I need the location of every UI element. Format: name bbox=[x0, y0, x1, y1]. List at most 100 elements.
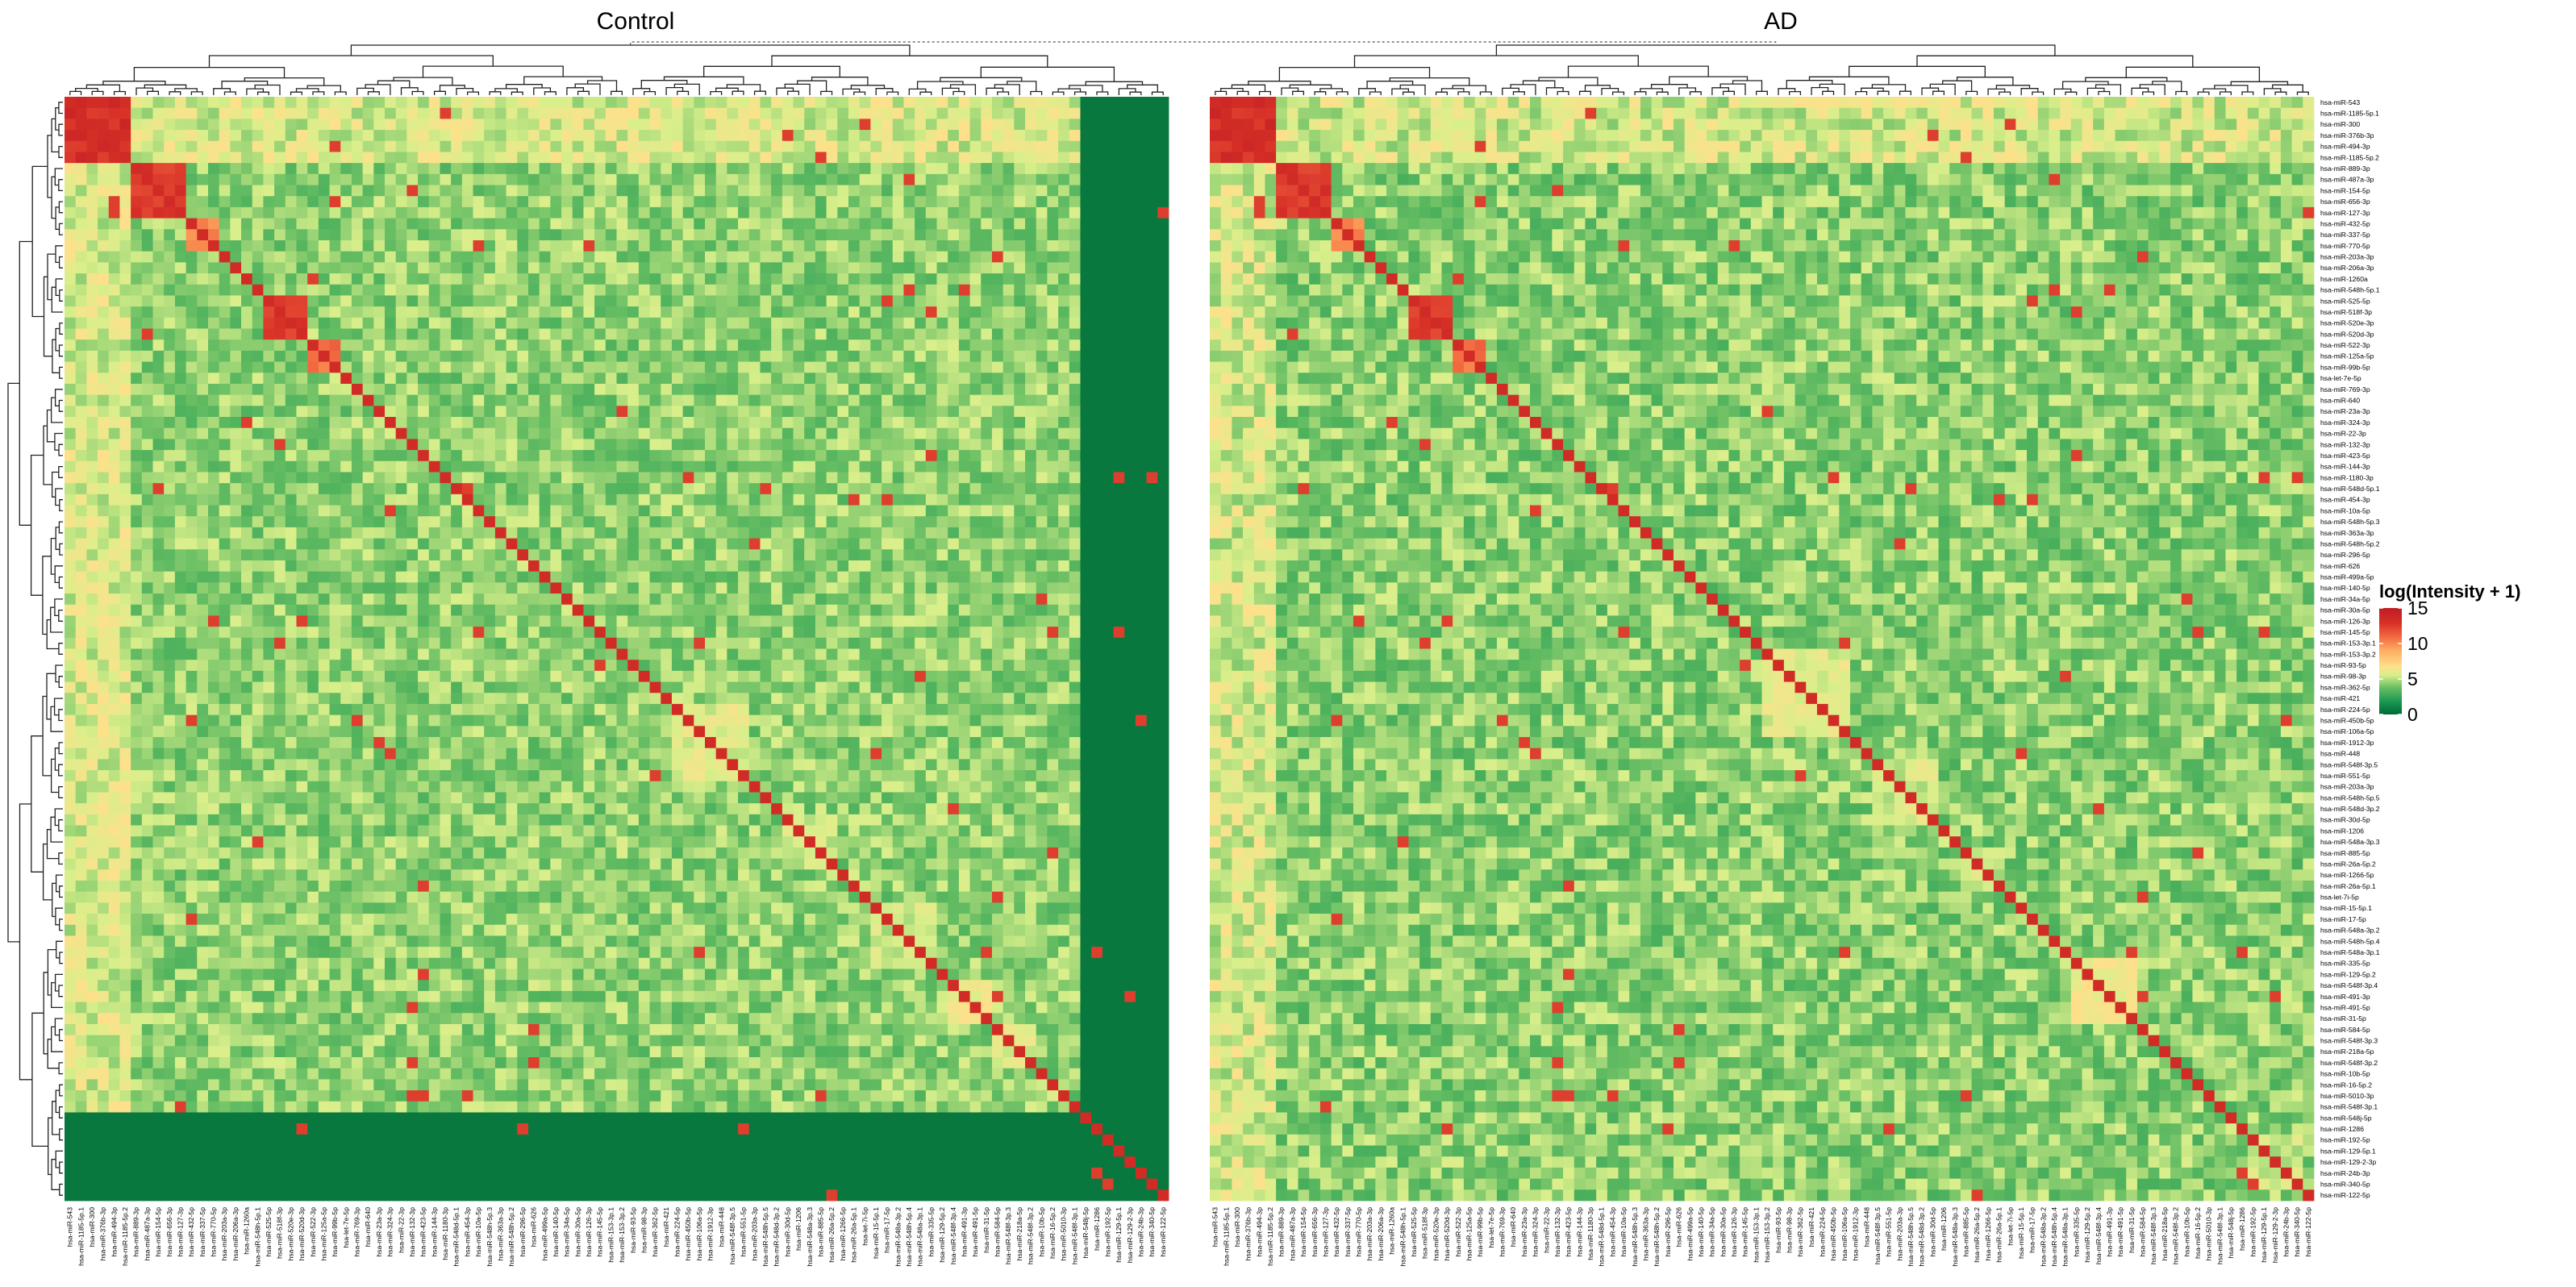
heatmap-cell bbox=[727, 185, 739, 197]
heatmap-cell bbox=[550, 549, 562, 561]
heatmap-cell bbox=[627, 406, 640, 418]
heatmap-cell bbox=[948, 494, 960, 506]
heatmap-cell bbox=[285, 406, 297, 418]
heatmap-cell bbox=[848, 152, 861, 164]
heatmap-cell bbox=[373, 295, 386, 307]
heatmap-cell bbox=[440, 427, 452, 439]
heatmap-cell bbox=[638, 196, 650, 208]
heatmap-cell bbox=[882, 130, 894, 142]
heatmap-cell bbox=[915, 406, 927, 418]
heatmap-cell bbox=[385, 218, 397, 230]
heatmap-cell bbox=[75, 119, 87, 131]
heatmap-cell bbox=[848, 173, 861, 185]
heatmap-cell bbox=[1002, 196, 1015, 208]
heatmap-cell bbox=[1080, 417, 1092, 429]
heatmap-cell bbox=[594, 295, 606, 307]
heatmap-cell bbox=[1124, 472, 1136, 484]
heatmap-cell bbox=[539, 582, 551, 594]
heatmap-cell bbox=[351, 439, 364, 451]
heatmap-cell bbox=[241, 140, 253, 152]
heatmap-cell bbox=[329, 273, 341, 285]
heatmap-cell bbox=[484, 516, 496, 528]
heatmap-cell bbox=[395, 295, 407, 307]
heatmap-cell bbox=[782, 229, 794, 241]
heatmap-cell bbox=[164, 594, 176, 606]
heatmap-cell bbox=[185, 350, 198, 362]
heatmap-cell bbox=[694, 560, 706, 573]
heatmap-cell bbox=[461, 582, 473, 594]
heatmap-cell bbox=[925, 604, 937, 616]
heatmap-cell bbox=[219, 505, 231, 517]
heatmap-cell bbox=[141, 140, 153, 152]
heatmap-cell bbox=[219, 317, 231, 329]
heatmap-cell bbox=[671, 549, 684, 561]
heatmap-cell bbox=[925, 130, 937, 142]
heatmap-cell bbox=[86, 251, 98, 263]
heatmap-cell bbox=[760, 582, 772, 594]
heatmap-cell bbox=[1146, 527, 1158, 539]
heatmap-cell bbox=[174, 516, 186, 528]
heatmap-cell bbox=[616, 262, 628, 274]
heatmap-cell bbox=[594, 119, 606, 131]
heatmap-cell bbox=[75, 251, 87, 263]
heatmap-cell bbox=[119, 361, 131, 373]
heatmap-cell bbox=[1124, 582, 1136, 594]
heatmap-cell bbox=[1113, 350, 1125, 362]
heatmap-cell bbox=[517, 284, 529, 296]
heatmap-cell bbox=[527, 317, 540, 329]
heatmap-cell bbox=[461, 262, 473, 274]
heatmap-cell bbox=[318, 460, 330, 473]
heatmap-cell bbox=[119, 394, 131, 406]
heatmap-cell bbox=[494, 229, 506, 241]
heatmap-cell bbox=[1102, 173, 1114, 185]
heatmap-cell bbox=[164, 328, 176, 340]
heatmap-cell bbox=[991, 627, 1004, 639]
heatmap-cell bbox=[197, 317, 209, 329]
heatmap-cell bbox=[318, 173, 330, 185]
heatmap-cell bbox=[108, 516, 120, 528]
heatmap-cell bbox=[185, 163, 198, 175]
heatmap-cell bbox=[230, 130, 242, 142]
heatmap-cell bbox=[782, 328, 794, 340]
heatmap-cell bbox=[682, 582, 694, 594]
heatmap-cell bbox=[848, 295, 861, 307]
heatmap-cell bbox=[527, 295, 540, 307]
heatmap-cell bbox=[837, 571, 849, 583]
heatmap-cell bbox=[1058, 450, 1070, 462]
heatmap-cell bbox=[451, 152, 463, 164]
heatmap-cell bbox=[517, 450, 529, 462]
heatmap-cell bbox=[131, 427, 143, 439]
heatmap-cell bbox=[882, 472, 894, 484]
heatmap-cell bbox=[385, 450, 397, 462]
heatmap-cell bbox=[661, 97, 673, 109]
heatmap-cell bbox=[307, 361, 319, 373]
heatmap-cell bbox=[484, 295, 496, 307]
heatmap-cell bbox=[461, 206, 473, 219]
heatmap-cell bbox=[826, 262, 838, 274]
heatmap-cell bbox=[152, 273, 165, 285]
heatmap-cell bbox=[395, 538, 407, 550]
heatmap-cell bbox=[903, 627, 915, 639]
heatmap-cell bbox=[627, 295, 640, 307]
heatmap-cell bbox=[793, 97, 805, 109]
heatmap-cell bbox=[1025, 206, 1037, 219]
heatmap-cell bbox=[682, 140, 694, 152]
heatmap-cell bbox=[241, 262, 253, 274]
heatmap-cell bbox=[1058, 185, 1070, 197]
heatmap-cell bbox=[75, 383, 87, 396]
heatmap-cell bbox=[649, 427, 661, 439]
heatmap-cell bbox=[65, 494, 77, 506]
heatmap-cell bbox=[870, 615, 882, 627]
heatmap-cell bbox=[1036, 439, 1048, 451]
heatmap-cell bbox=[605, 229, 617, 241]
heatmap-cell bbox=[958, 218, 970, 230]
heatmap-cell bbox=[748, 295, 761, 307]
heatmap-cell bbox=[418, 251, 430, 263]
heatmap-cell bbox=[296, 185, 308, 197]
heatmap-cell bbox=[373, 460, 386, 473]
heatmap-cell bbox=[1025, 130, 1037, 142]
heatmap-cell bbox=[1124, 173, 1136, 185]
heatmap-cell bbox=[418, 350, 430, 362]
heatmap-cell bbox=[318, 295, 330, 307]
heatmap-cell bbox=[748, 571, 761, 583]
